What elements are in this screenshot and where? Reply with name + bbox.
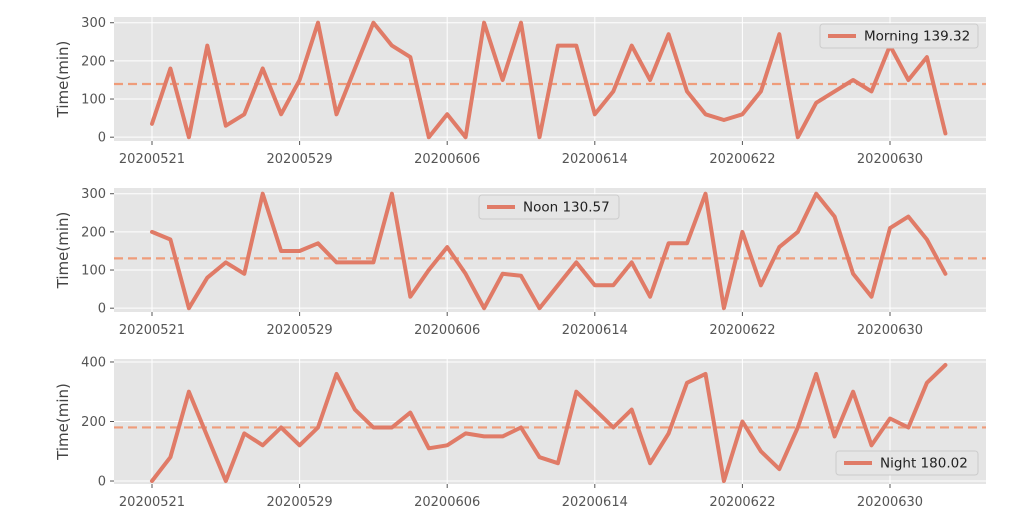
y-axis-label: Time(min)	[54, 41, 72, 119]
legend-label: Night 180.02	[880, 456, 968, 472]
y-axis-label: Time(min)	[54, 212, 72, 290]
y-tick-label: 0	[98, 475, 106, 490]
x-tick-label: 20200606	[414, 152, 480, 167]
subplot-1: 0 100 200 300 20200521 20200529 20200606 202006…	[54, 16, 986, 167]
y-tick-label: 0	[98, 131, 106, 146]
y-axis-label: Time(min)	[54, 383, 72, 461]
y-tick-label: 300	[81, 187, 106, 202]
x-tick-label: 20200529	[267, 323, 333, 338]
subplot-2: 0 100 200 300 20200521 20200529 20200606 202006…	[54, 187, 986, 338]
x-tick-label: 20200622	[709, 323, 775, 338]
y-tick-label: 100	[81, 93, 106, 108]
legend: Night 180.02	[836, 451, 978, 475]
x-tick-label: 20200521	[119, 323, 185, 338]
y-tick-label: 0	[98, 302, 106, 317]
y-tick-label: 100	[81, 264, 106, 279]
x-tick-label: 20200521	[119, 495, 185, 510]
legend-label: Noon 130.57	[523, 200, 610, 216]
legend: Noon 130.57	[479, 195, 619, 219]
y-tick-label: 300	[81, 16, 106, 31]
x-tick-label: 20200630	[857, 152, 923, 167]
x-tick-label: 20200529	[267, 495, 333, 510]
x-tick-label: 20200614	[562, 152, 628, 167]
legend-label: Morning 139.32	[864, 29, 970, 45]
x-tick-label: 20200614	[562, 495, 628, 510]
x-tick-label: 20200622	[709, 152, 775, 167]
x-tick-label: 20200521	[119, 152, 185, 167]
x-tick-label: 20200614	[562, 323, 628, 338]
x-tick-label: 20200606	[414, 323, 480, 338]
subplot-3: 0 200 400 20200521 20200529 20200606 20200614 2…	[54, 355, 986, 510]
legend: Morning 139.32	[820, 24, 978, 48]
x-tick-label: 20200622	[709, 495, 775, 510]
x-tick-label: 20200529	[267, 152, 333, 167]
x-tick-label: 20200630	[857, 495, 923, 510]
y-tick-label: 200	[81, 225, 106, 240]
x-tick-label: 20200630	[857, 323, 923, 338]
y-tick-label: 400	[81, 355, 106, 370]
y-tick-label: 200	[81, 54, 106, 69]
y-tick-label: 200	[81, 415, 106, 430]
x-tick-label: 20200606	[414, 495, 480, 510]
